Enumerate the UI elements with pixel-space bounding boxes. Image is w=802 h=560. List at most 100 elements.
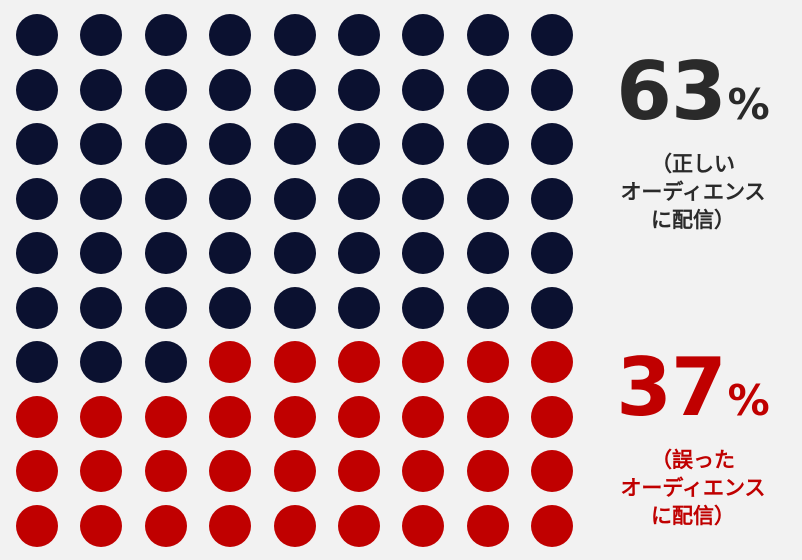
dot-wrong-audience <box>16 395 58 438</box>
dot-wrong-audience <box>273 504 316 547</box>
dot-correct-audience <box>273 286 316 329</box>
dot-wrong-audience <box>80 504 123 547</box>
dot-wrong-audience <box>466 395 509 438</box>
dot-correct-audience <box>16 14 58 56</box>
wrong-percentage-unit: % <box>727 376 770 425</box>
wrong-caption-line-3: に配信） <box>651 504 735 528</box>
dot-correct-audience <box>338 68 380 111</box>
correct-audience-stat: 63% （正しい オーディエンス に配信） <box>584 52 802 234</box>
dot-wrong-audience <box>338 450 380 492</box>
dot-correct-audience <box>80 68 123 111</box>
dot-wrong-audience <box>144 450 187 492</box>
dot-correct-audience <box>466 123 509 165</box>
dot-correct-audience <box>338 177 380 220</box>
dot-correct-audience <box>402 177 445 220</box>
dot-correct-audience <box>209 177 252 220</box>
dot-correct-audience <box>531 286 574 329</box>
dot-wrong-audience <box>209 504 252 547</box>
dot-correct-audience <box>144 232 187 274</box>
dot-correct-audience <box>402 68 445 111</box>
dot-correct-audience <box>80 14 123 56</box>
dot-wrong-audience <box>338 341 380 383</box>
dot-correct-audience <box>273 123 316 165</box>
dot-correct-audience <box>466 286 509 329</box>
dot-wrong-audience <box>144 504 187 547</box>
dot-wrong-audience <box>531 504 574 547</box>
dot-correct-audience <box>466 14 509 56</box>
dot-correct-audience <box>402 123 445 165</box>
dot-wrong-audience <box>209 395 252 438</box>
dot-wrong-audience <box>80 450 123 492</box>
dot-correct-audience <box>209 68 252 111</box>
dot-wrong-audience <box>338 504 380 547</box>
dot-wrong-audience <box>531 341 574 383</box>
dot-correct-audience <box>209 14 252 56</box>
dot-correct-audience <box>80 123 123 165</box>
dot-wrong-audience <box>531 395 574 438</box>
dot-wrong-audience <box>16 504 58 547</box>
dot-correct-audience <box>16 286 58 329</box>
dot-correct-audience <box>209 286 252 329</box>
dot-correct-audience <box>402 232 445 274</box>
dot-correct-audience <box>16 232 58 274</box>
dot-wrong-audience <box>402 450 445 492</box>
dot-wrong-audience <box>466 504 509 547</box>
dot-correct-audience <box>273 68 316 111</box>
dot-correct-audience <box>273 177 316 220</box>
dot-correct-audience <box>209 232 252 274</box>
dot-correct-audience <box>144 68 187 111</box>
dot-wrong-audience <box>209 450 252 492</box>
dot-correct-audience <box>466 68 509 111</box>
dot-wrong-audience <box>16 450 58 492</box>
dot-wrong-audience <box>273 450 316 492</box>
dot-wrong-audience <box>338 395 380 438</box>
dot-correct-audience <box>338 286 380 329</box>
dot-correct-audience <box>144 341 187 383</box>
dot-wrong-audience <box>531 450 574 492</box>
dot-wrong-audience <box>402 504 445 547</box>
dot-correct-audience <box>144 286 187 329</box>
dot-correct-audience <box>144 123 187 165</box>
wrong-caption-line-1: （誤った <box>651 448 735 472</box>
wrong-audience-stat: 37% （誤った オーディエンス に配信） <box>584 348 802 530</box>
dot-correct-audience <box>144 14 187 56</box>
dot-correct-audience <box>531 68 574 111</box>
dot-wrong-audience <box>273 395 316 438</box>
dot-correct-audience <box>338 14 380 56</box>
correct-caption-line-1: （正しい <box>651 152 735 176</box>
dot-wrong-audience <box>80 395 123 438</box>
dot-correct-audience <box>531 123 574 165</box>
correct-percentage-unit: % <box>727 80 770 129</box>
dot-correct-audience <box>466 177 509 220</box>
wrong-audience-caption: （誤った オーディエンス に配信） <box>584 446 802 530</box>
dot-correct-audience <box>16 68 58 111</box>
correct-percentage: 63% <box>584 52 802 132</box>
dot-wrong-audience <box>466 450 509 492</box>
dot-correct-audience <box>80 177 123 220</box>
dot-correct-audience <box>338 123 380 165</box>
dot-wrong-audience <box>144 395 187 438</box>
dot-correct-audience <box>273 232 316 274</box>
dot-correct-audience <box>16 341 58 383</box>
dot-correct-audience <box>466 232 509 274</box>
dot-correct-audience <box>531 14 574 56</box>
dot-correct-audience <box>338 232 380 274</box>
dot-wrong-audience <box>402 395 445 438</box>
dot-correct-audience <box>80 341 123 383</box>
dot-correct-audience <box>80 232 123 274</box>
wrong-percentage-number: 37 <box>616 341 726 434</box>
correct-audience-caption: （正しい オーディエンス に配信） <box>584 150 802 234</box>
dot-correct-audience <box>402 286 445 329</box>
dot-wrong-audience <box>402 341 445 383</box>
dot-wrong-audience <box>273 341 316 383</box>
dot-correct-audience <box>273 14 316 56</box>
dot-correct-audience <box>209 123 252 165</box>
dot-wrong-audience <box>209 341 252 383</box>
dot-correct-audience <box>144 177 187 220</box>
dot-correct-audience <box>16 177 58 220</box>
waffle-grid <box>16 14 574 547</box>
dot-correct-audience <box>80 286 123 329</box>
dot-correct-audience <box>16 123 58 165</box>
dot-correct-audience <box>531 232 574 274</box>
